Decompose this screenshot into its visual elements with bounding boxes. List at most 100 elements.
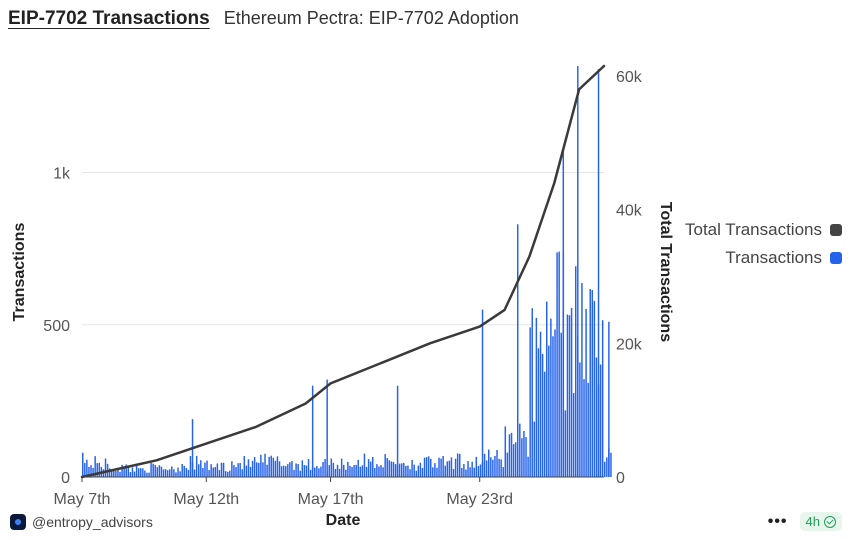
bar [260,454,262,477]
bar [581,283,583,477]
bar [270,455,272,477]
bar [140,468,142,477]
chart-header: EIP-7702 Transactions Ethereum Pectra: E… [8,8,519,34]
bar [372,457,374,477]
bar [461,467,463,477]
bar [359,466,362,477]
x-tick-label: May 17th [298,491,364,508]
bar [94,456,96,477]
bar [119,471,121,477]
bar [162,469,165,477]
bar [535,317,538,477]
bar [465,469,467,477]
bar [448,460,451,477]
bar [224,471,227,477]
bar [541,353,544,477]
bar [498,458,500,477]
bar [297,463,299,477]
check-circle-icon [824,515,836,528]
bar [357,459,359,477]
bar [285,466,287,477]
bar [380,465,382,477]
bar [343,464,345,477]
bar [432,467,434,477]
bar [386,458,388,477]
bar [175,472,177,477]
legend-item-total-transactions[interactable]: Total Transactions [685,220,842,240]
bar [235,467,237,477]
bar [305,465,308,477]
bar [256,462,258,477]
bar [293,469,295,477]
y-axis-title: Transactions [11,223,28,322]
bar [249,466,252,477]
x-tick-label: May 23rd [446,491,513,508]
bar [229,470,231,477]
bar [90,465,92,477]
bar [409,469,411,477]
bar-spike [311,385,314,477]
bar [394,464,397,477]
bar [531,308,533,477]
more-options-button[interactable]: ••• [767,512,788,530]
bar [86,459,88,477]
bar [546,301,548,477]
legend-item-transactions[interactable]: Transactions [725,248,842,268]
bar [430,458,432,477]
bar-spike [396,385,399,477]
bar [214,467,217,477]
bar [349,465,351,477]
bar [289,462,291,477]
bar [560,332,562,477]
bar [537,348,540,477]
bar [212,467,214,477]
bar [309,469,312,477]
bar [452,468,455,477]
bar [423,457,426,477]
author-attribution[interactable]: @entropy_advisors [10,514,153,530]
bar [142,468,144,477]
bar [299,470,301,477]
bar [146,472,148,477]
bar-spike [82,452,84,477]
bar [121,464,123,477]
bar [274,460,277,477]
legend-swatch-icon [830,252,842,264]
bar [113,470,115,477]
bar [589,288,591,477]
bar [198,464,200,477]
bar [469,467,471,477]
bar [438,457,440,477]
bar-series-transactions [82,66,612,477]
bar-spike [326,379,328,477]
bar [374,468,376,477]
bar [434,463,436,477]
bar [264,453,266,477]
bar [262,462,264,477]
bar [231,461,233,477]
bar [144,470,146,477]
bar [204,462,206,477]
bar [173,469,175,477]
bar [570,307,573,477]
bar [328,465,330,477]
bar [316,466,318,477]
chart-title-link[interactable]: EIP-7702 Transactions [8,8,210,29]
bar [131,467,134,477]
bar [485,460,488,477]
y-axis-left-ticks: 0 500 1k [43,166,71,487]
bar [500,459,502,477]
bar [419,462,422,477]
bar [152,463,154,477]
bar [601,320,604,477]
legend: Total Transactions Transactions [685,220,842,268]
bar [552,336,554,477]
bar-spike [481,309,484,477]
bar [471,461,473,477]
bar [413,464,415,477]
bar [345,469,347,477]
bar [239,462,241,477]
bar [384,454,386,477]
freshness-badge[interactable]: 4h [799,512,842,531]
bar [556,252,558,477]
